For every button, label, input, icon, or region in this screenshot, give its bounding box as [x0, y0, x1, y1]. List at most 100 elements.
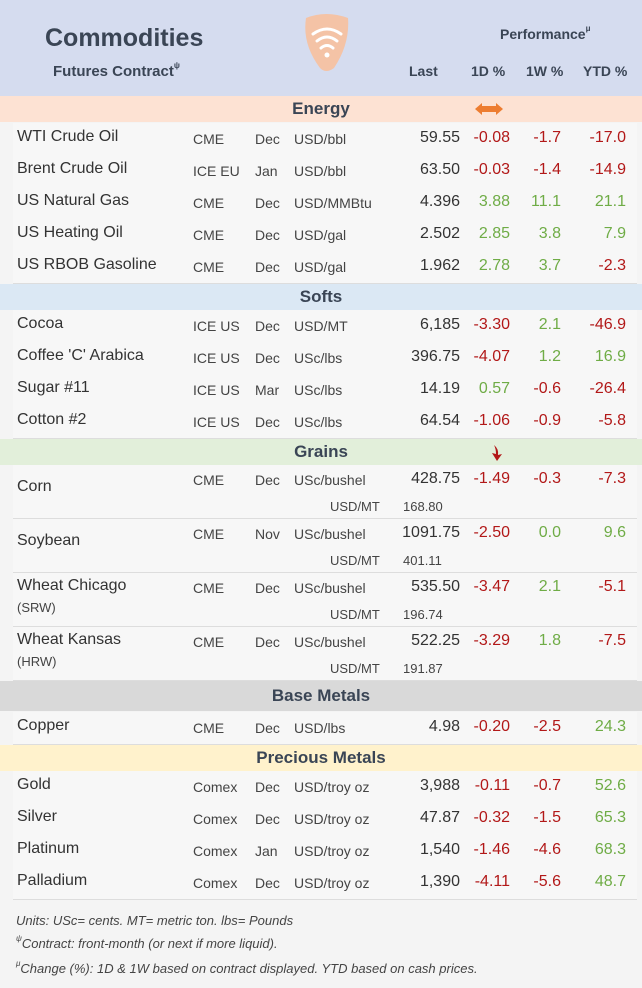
row-1d: -0.11	[474, 777, 510, 794]
row-name: Wheat Chicago	[17, 577, 127, 594]
section-energy-label: Energy	[292, 99, 350, 118]
row-ytd: -26.4	[589, 380, 626, 397]
table-row: Palladium Comex Dec USD/troy oz 1,390 -4.11 -5…	[13, 867, 637, 900]
footnote-change-sup: μ	[16, 959, 21, 968]
row-last: 428.75	[411, 470, 460, 487]
row-unit: USc/bushel	[294, 472, 366, 488]
row-unit: USc/bushel	[294, 634, 366, 650]
row-name: Cotton #2	[17, 411, 87, 428]
row-1d: -4.07	[473, 348, 510, 365]
row-month: Dec	[255, 259, 280, 275]
row-name: Soybean	[17, 532, 81, 549]
row-exchange: CME	[193, 195, 225, 211]
section-base-metals: Base Metals	[0, 681, 642, 711]
row-exchange: CME	[193, 580, 225, 596]
row-unit-metric: USD/MT	[330, 607, 380, 622]
row-name: Gold	[17, 776, 51, 793]
col-1w: 1W %	[526, 63, 564, 79]
footnote-change-text: Change (%): 1D & 1W based on contract di…	[20, 961, 478, 976]
row-unit-metric: USD/MT	[330, 553, 380, 568]
left-right-arrow-icon	[475, 103, 503, 115]
row-unit: USc/bushel	[294, 580, 366, 596]
row-1w: -4.6	[533, 841, 561, 858]
row-unit: USD/gal	[294, 227, 347, 243]
row-ytd: 16.9	[594, 348, 626, 365]
row-name: US Natural Gas	[17, 192, 130, 209]
row-last: 63.50	[419, 161, 460, 178]
row-exchange: ICE US	[193, 414, 240, 430]
row-exchange: ICE US	[193, 318, 240, 334]
row-month: Dec	[255, 875, 280, 891]
row-ytd: 52.6	[594, 777, 626, 794]
row-1w: -1.7	[533, 129, 561, 146]
row-ytd: 21.1	[594, 193, 626, 210]
row-ytd: 48.7	[594, 873, 626, 890]
section-grains: Grains	[0, 439, 642, 465]
row-month: Dec	[255, 195, 280, 211]
row-last-metric: 401.11	[403, 553, 442, 568]
footnote-contract-sup: ψ	[16, 934, 22, 943]
col-ytd: YTD %	[583, 63, 628, 79]
subtitle-text: Futures Contract	[53, 63, 174, 80]
row-unit: USc/lbs	[294, 382, 343, 398]
row-last: 2.502	[419, 225, 460, 242]
footnote-units: Units: USc= cents. MT= metric ton. lbs= …	[16, 913, 294, 928]
row-1w: -2.5	[533, 718, 561, 735]
footnote-contract: ψContract: front-month (or next if more …	[16, 934, 278, 951]
row-1w: -0.6	[533, 380, 561, 397]
row-exchange: ICE US	[193, 350, 240, 366]
row-month: Dec	[255, 414, 280, 430]
row-exchange: CME	[193, 634, 225, 650]
row-name: Copper	[17, 717, 70, 734]
row-1d: 2.85	[478, 225, 510, 242]
row-1w: 0.0	[538, 524, 561, 541]
row-1d: -3.47	[473, 578, 510, 595]
row-month: Dec	[255, 811, 280, 827]
section-softs: Softs	[0, 284, 642, 310]
table-row: US Natural Gas CME Dec USD/MMBtu 4.396 3.88 11…	[13, 187, 637, 220]
row-exchange: CME	[193, 526, 225, 542]
row-last: 535.50	[411, 578, 460, 595]
row-last: 4.396	[419, 193, 460, 210]
row-last: 1091.75	[402, 524, 460, 541]
table-row: Cocoa ICE US Dec USD/MT 6,185 -3.30 2.1 -46.9	[13, 310, 637, 343]
row-last: 64.54	[419, 412, 460, 429]
row-ytd: 7.9	[603, 225, 626, 242]
row-unit: USD/bbl	[294, 163, 347, 179]
footnote-change: μChange (%): 1D & 1W based on contract d…	[16, 959, 478, 976]
section-precious-metals: Precious Metals	[0, 745, 642, 771]
table-row: Silver Comex Dec USD/troy oz 47.87 -0.32 -1.5 6…	[13, 803, 637, 836]
subtitle: Futures Contractψ	[53, 61, 180, 80]
row-1d: -1.49	[473, 470, 510, 487]
row-exchange: Comex	[193, 875, 238, 891]
row-1d: -4.11	[474, 873, 510, 890]
section-energy: Energy	[0, 96, 642, 122]
section-softs-label: Softs	[299, 287, 343, 306]
row-1d: -1.46	[473, 841, 510, 858]
row-last: 59.55	[419, 129, 460, 146]
row-name-sub: (SRW)	[17, 600, 56, 615]
row-unit: USD/troy oz	[294, 843, 370, 859]
row-name: Silver	[17, 808, 58, 825]
row-1d: -3.29	[473, 632, 510, 649]
row-month: Nov	[255, 526, 280, 542]
row-last: 1,390	[419, 873, 460, 890]
down-arrow-icon	[492, 445, 502, 461]
row-name: Cocoa	[17, 315, 64, 332]
row-unit: USD/bbl	[294, 131, 347, 147]
table-row: Cotton #2 ICE US Dec USc/lbs 64.54 -1.06 -0.9 -…	[13, 406, 637, 439]
row-name: US RBOB Gasoline	[17, 256, 157, 273]
performance-text: Performance	[500, 26, 586, 42]
row-unit-metric: USD/MT	[330, 661, 380, 676]
row-exchange: CME	[193, 472, 225, 488]
row-unit: USc/bushel	[294, 526, 366, 542]
performance-sup: μ	[585, 24, 591, 33]
table-row: Coffee 'C' Arabica ICE US Dec USc/lbs 396.75…	[13, 342, 637, 375]
row-1d: -2.50	[473, 524, 510, 541]
row-1w: 2.1	[538, 316, 561, 333]
row-1w: 1.2	[538, 348, 561, 365]
row-1d: -0.08	[473, 129, 510, 146]
row-last: 14.19	[419, 380, 460, 397]
wifi-shield-logo-icon	[305, 14, 349, 71]
row-name: US Heating Oil	[17, 224, 123, 241]
